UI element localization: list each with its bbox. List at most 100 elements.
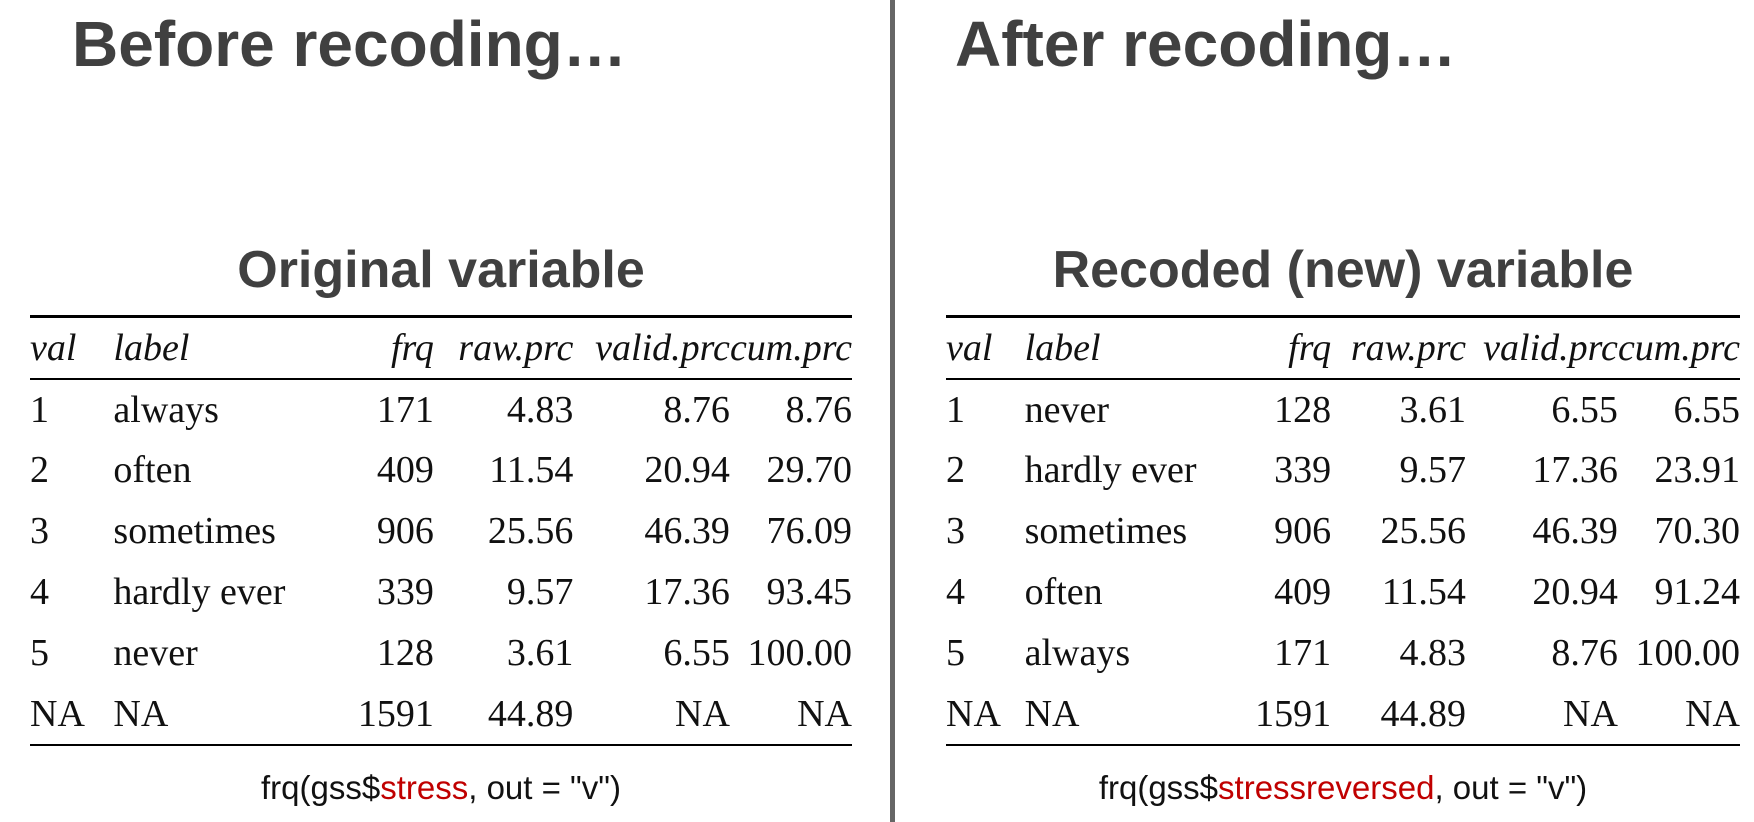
column-header-valid-prc: valid.prc [1465,315,1618,380]
cell-cum-prc: 100.00 [1635,632,1741,674]
column-header-val: val [30,315,114,380]
column-header-cum-prc: cum.prc [1617,315,1740,380]
cell-raw-prc: 9.57 [1399,449,1466,491]
recoded-variable-title: Recoded (new) variable [1052,241,1634,299]
cell-label: never [1024,388,1109,431]
cell-valid-prc: 6.55 [1551,388,1618,431]
column-header-frq: frq [318,315,434,380]
table-row: 4 hardly ever 339 9.57 17.36 93.45 [30,562,852,623]
cell-valid-prc: 8.76 [663,388,730,431]
cell-raw-prc: 44.89 [433,683,574,746]
cell-frq: 409 [376,449,434,491]
cell-raw-prc: 4.83 [506,388,574,431]
column-header-valid-prc: valid.prc [573,315,730,380]
cell-frq: 409 [1274,571,1332,613]
cell-label: often [1024,571,1103,613]
cell-cum-prc: 6.55 [1673,388,1741,431]
code-variable-name: stressreversed [1218,769,1435,806]
cell-frq: 1591 [1223,683,1332,746]
after-heading: After recoding… [955,8,1457,80]
cell-valid-prc: 8.76 [1551,632,1618,674]
cell-val: NA [946,683,1025,746]
cell-valid-prc: 46.39 [644,510,730,552]
cell-frq: 906 [1274,510,1332,552]
code-variable-name: stress [380,769,469,806]
cell-cum-prc: 29.70 [766,449,853,491]
cell-cum-prc: 23.91 [1654,449,1741,491]
cell-label: always [1024,632,1131,674]
cell-cum-prc: NA [1617,683,1740,746]
cell-cum-prc: 91.24 [1654,571,1741,613]
cell-raw-prc: 11.54 [489,449,574,491]
table-header-row: val label frq raw.prc valid.prc cum.prc [946,315,1740,380]
cell-label: never [113,632,198,674]
cell-cum-prc: 76.09 [766,510,853,552]
table-row: NA NA 1591 44.89 NA NA [946,683,1740,746]
cell-label: hardly ever [1024,449,1197,491]
cell-frq: 171 [1274,632,1332,674]
table-row: 5 never 128 3.61 6.55 100.00 [30,623,852,684]
column-header-label: label [113,315,319,380]
column-header-cum-prc: cum.prc [729,315,852,380]
cell-frq: 339 [1274,449,1332,491]
cell-valid-prc: 20.94 [1532,571,1618,613]
cell-label: NA [113,683,319,746]
cell-valid-prc: 6.55 [663,632,730,674]
cell-val: 4 [946,571,965,613]
cell-raw-prc: 44.89 [1331,683,1466,746]
cell-frq: 1591 [318,683,434,746]
cell-val: 4 [30,571,49,613]
table-row: 5 always 171 4.83 8.76 100.00 [946,623,1740,684]
cell-cum-prc: 70.30 [1654,510,1741,552]
cell-val: 1 [946,388,965,431]
table-row: 4 often 409 11.54 20.94 91.24 [946,562,1740,623]
table-row: 2 often 409 11.54 20.94 29.70 [30,440,852,501]
cell-label: sometimes [113,510,276,552]
cell-frq: 171 [376,388,434,431]
recoded-code-snippet: frq(gss$stressreversed, out = "v") [946,766,1740,810]
table-body: 1 never 128 3.61 6.55 6.55 2 hardly ever 339 9.57… [946,379,1741,746]
table-row: NA NA 1591 44.89 NA NA [30,683,852,746]
column-header-frq: frq [1223,315,1332,380]
cell-frq: 339 [376,571,434,613]
cell-raw-prc: 25.56 [487,510,574,552]
cell-val: 2 [30,449,49,491]
original-variable-title: Original variable [237,241,645,299]
column-header-label: label [1024,315,1224,380]
cell-cum-prc: 93.45 [766,571,853,613]
before-heading: Before recoding… [72,8,627,80]
cell-raw-prc: 9.57 [506,571,574,613]
table-header-row: val label frq raw.prc valid.prc cum.prc [30,315,852,380]
cell-raw-prc: 3.61 [1399,388,1466,431]
cell-label: hardly ever [113,571,286,613]
code-suffix: , out = "v") [1434,769,1588,806]
cell-label: sometimes [1024,510,1188,552]
table-row: 3 sometimes 906 25.56 46.39 76.09 [30,501,852,562]
cell-val: 5 [30,632,49,674]
cell-valid-prc: 17.36 [644,571,730,613]
cell-valid-prc: 46.39 [1532,510,1618,552]
cell-cum-prc: NA [729,683,852,746]
cell-raw-prc: 3.61 [506,632,574,674]
column-header-raw-prc: raw.prc [433,315,574,380]
original-frequency-table: val label frq raw.prc valid.prc cum.prc … [30,315,852,746]
code-prefix: frq(gss$ [261,769,381,806]
original-code-snippet: frq(gss$stress, out = "v") [30,766,852,810]
cell-val: 3 [30,510,49,552]
cell-frq: 128 [1274,388,1332,431]
cell-frq: 128 [376,632,434,674]
cell-valid-prc: 17.36 [1532,449,1618,491]
cell-raw-prc: 25.56 [1380,510,1466,552]
panel-divider [890,0,895,822]
recoded-frequency-table: val label frq raw.prc valid.prc cum.prc … [946,315,1740,746]
cell-label: often [113,449,192,491]
cell-valid-prc: NA [573,683,730,746]
cell-val: 2 [946,449,965,491]
table-body: 1 always 171 4.83 8.76 8.76 2 often 409 11.54 20.9… [30,379,853,746]
cell-val: 5 [946,632,965,674]
code-suffix: , out = "v") [468,769,621,806]
cell-label: NA [1024,683,1224,746]
cell-frq: 906 [376,510,434,552]
cell-valid-prc: 20.94 [644,449,730,491]
cell-cum-prc: 8.76 [785,388,853,431]
